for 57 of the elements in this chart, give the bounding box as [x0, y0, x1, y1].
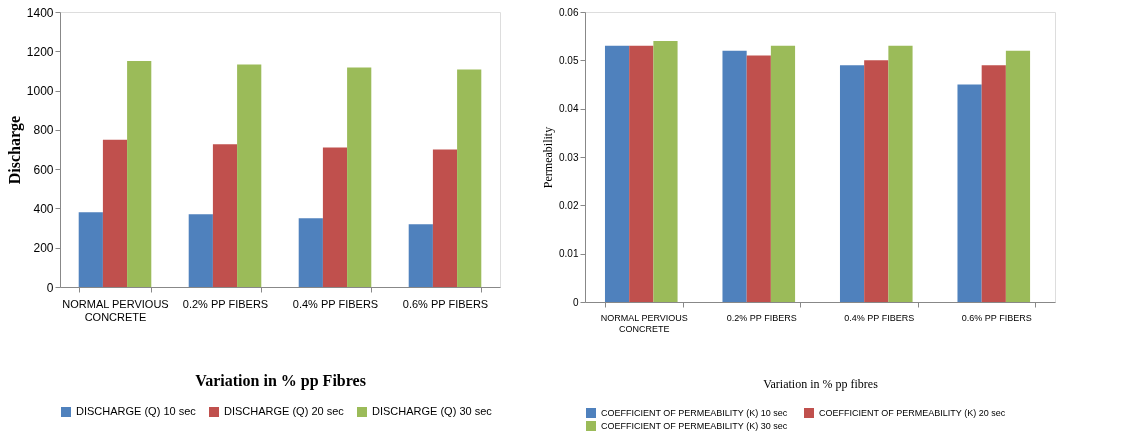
y-tick-label: 0.06	[559, 6, 579, 18]
bar	[408, 224, 433, 287]
y-axis-title: Discharge	[5, 115, 24, 185]
x-axis-title: Variation in % pp Fibres	[195, 371, 366, 390]
x-tick-label: 0.6% PP FIBERS	[961, 312, 1032, 323]
y-tick-label: 1400	[26, 5, 54, 20]
x-tick-label: 0.4% PP FIBERS	[292, 297, 379, 310]
y-tick-label: 800	[33, 123, 54, 138]
y-tick-label: 1200	[26, 44, 54, 59]
bar	[78, 212, 103, 287]
y-tick-label: 0.02	[559, 199, 579, 211]
x-tick-label: 0.4% PP FIBERS	[844, 312, 915, 323]
y-tick-label: 400	[33, 201, 54, 216]
legend-label: DISCHARGE (Q) 20 sec	[224, 405, 345, 417]
bar	[347, 67, 372, 287]
bar	[770, 45, 796, 302]
legend-label: DISCHARGE (Q) 10 sec	[76, 405, 197, 417]
bar	[888, 45, 913, 302]
y-tick-label: 0.01	[559, 248, 579, 260]
bar	[722, 50, 747, 302]
bar	[839, 65, 865, 302]
y-tick-label: 600	[33, 162, 54, 177]
y-tick-label: 0	[46, 280, 54, 295]
x-axis-title: Variation in % pp fibres	[763, 376, 879, 391]
bar	[322, 147, 348, 287]
bar	[746, 55, 771, 302]
bar	[981, 65, 1006, 302]
bar	[864, 60, 889, 302]
bar	[298, 218, 323, 287]
bar	[957, 84, 982, 302]
legend-label: DISCHARGE (Q) 30 sec	[372, 405, 493, 417]
x-tick-label: NORMAL PERVIOUS CONCRETE	[600, 312, 688, 334]
bar	[1005, 50, 1031, 302]
bar	[457, 69, 482, 287]
y-tick-label: 0.03	[559, 151, 579, 163]
y-tick-label: 0	[572, 296, 579, 308]
x-tick-label: NORMAL PERVIOUS CONCRETE	[62, 297, 169, 323]
y-tick-label: 1000	[26, 84, 54, 99]
x-tick-label: 0.6% PP FIBERS	[402, 297, 489, 310]
bar	[127, 61, 152, 287]
bar	[432, 149, 458, 287]
y-tick-label: 200	[33, 241, 54, 256]
bar	[212, 144, 238, 287]
bar	[102, 139, 128, 287]
legend-label: COEFFICIENT OF PERMEABILITY (K) 20 sec	[819, 408, 1006, 418]
bar	[188, 214, 213, 287]
bar	[604, 45, 630, 302]
x-tick-label: 0.2% PP FIBERS	[726, 312, 797, 323]
x-tick-label: 0.2% PP FIBERS	[182, 297, 269, 310]
bar	[237, 64, 262, 287]
bar	[629, 45, 654, 302]
legend-label: COEFFICIENT OF PERMEABILITY (K) 10 sec	[601, 408, 788, 418]
bar	[653, 41, 678, 302]
y-tick-label: 0.05	[559, 54, 579, 66]
y-axis-title: Permeability	[541, 126, 556, 189]
legend-label: COEFFICIENT OF PERMEABILITY (K) 30 sec	[601, 421, 788, 431]
y-tick-label: 0.04	[559, 103, 579, 115]
